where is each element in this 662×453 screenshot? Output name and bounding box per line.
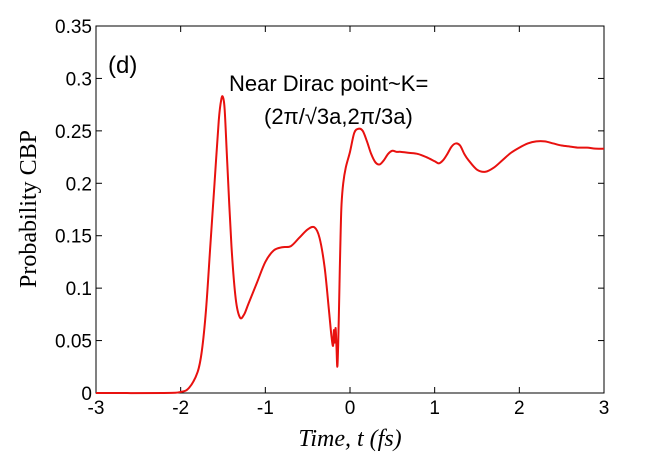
y-tick-label: 0.15 bbox=[55, 227, 92, 248]
y-tick-label: 0.1 bbox=[66, 279, 92, 300]
plot-frame bbox=[95, 25, 605, 394]
tick-labels-layer: -3 -2 -1 0 1 2 3 0 0.05 0.1 0.15 0.2 0.25 0.3 0.35 bbox=[55, 17, 609, 419]
annotation-line1: Near Dirac point~K= bbox=[229, 71, 428, 96]
y-axis-title: Probability CBP bbox=[16, 130, 42, 288]
y-tick-label: 0.05 bbox=[55, 332, 92, 353]
y-tick-label: 0 bbox=[81, 384, 92, 405]
x-tick-label: 3 bbox=[599, 398, 610, 419]
ticks-layer bbox=[95, 25, 605, 394]
x-axis-title: Time, t (fs) bbox=[298, 426, 401, 452]
y-tick-label: 0.25 bbox=[55, 122, 92, 143]
series-line-cbp bbox=[95, 95, 605, 395]
y-tick-label: 0.2 bbox=[66, 174, 92, 195]
y-tick-label: 0.35 bbox=[55, 17, 92, 38]
x-tick-label: -3 bbox=[88, 398, 105, 419]
annotation-line2: (2π/√3a,2π/3a) bbox=[264, 104, 413, 129]
x-tick-label: 0 bbox=[345, 398, 356, 419]
x-tick-label: 1 bbox=[429, 398, 440, 419]
x-tick-label: -1 bbox=[257, 398, 274, 419]
y-tick-label: 0.3 bbox=[66, 69, 92, 90]
x-tick-label: 2 bbox=[514, 398, 525, 419]
x-tick-label: -2 bbox=[172, 398, 189, 419]
panel-label: (d) bbox=[108, 52, 137, 79]
